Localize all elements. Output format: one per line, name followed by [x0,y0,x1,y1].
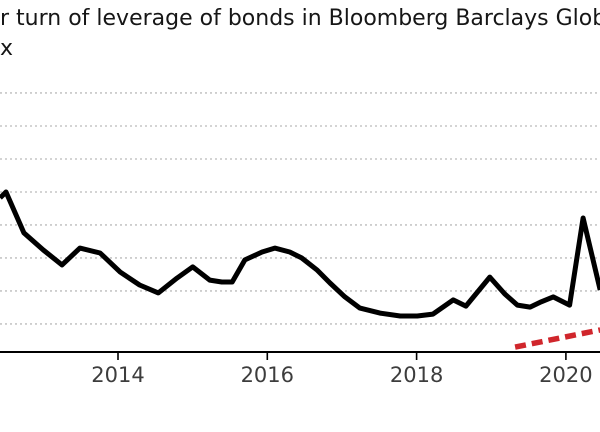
x-axis-tick-label: 2014 [91,363,144,387]
x-axis-tick-label: 2018 [390,363,443,387]
chart-title: r turn of leverage of bonds in Bloomberg… [0,4,600,64]
series-bond-leverage-per-turn [0,189,600,319]
chart-title-line-2: x [0,36,14,61]
chart-title-line-1: r turn of leverage of bonds in Bloomberg… [0,6,600,31]
x-axis-tick-label: 2016 [241,363,294,387]
x-axis-tick-label: 2020 [539,363,592,387]
series-rising-trend-dashed [514,327,600,350]
